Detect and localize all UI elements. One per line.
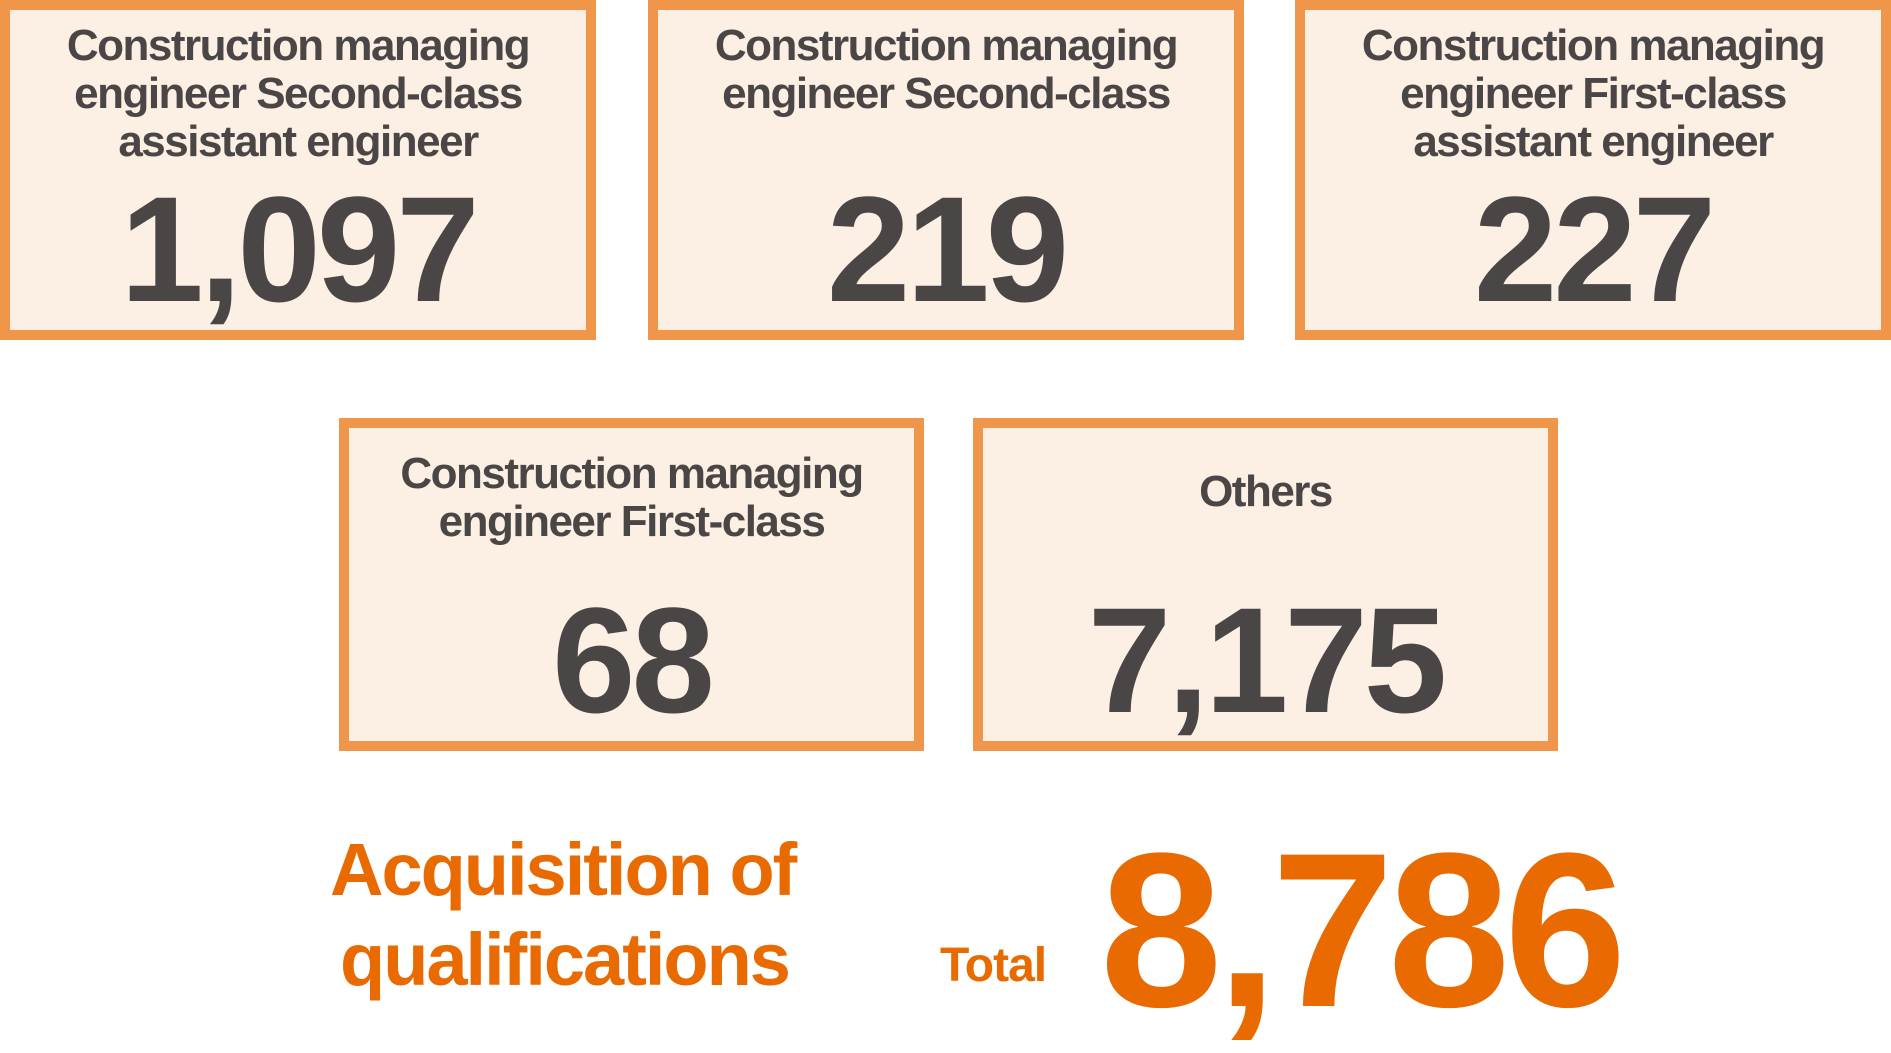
summary-heading-line1: Acquisition of [330, 828, 797, 911]
total-label: Total [940, 939, 1047, 992]
card-first-class: Construction managing engineer First-cla… [339, 418, 924, 751]
total-value: 8,786 [1100, 807, 1627, 1053]
card-label: Construction managing engineer First-cla… [1361, 21, 1826, 166]
card-others: Others 7,175 [973, 418, 1558, 751]
card-label: Construction managing engineer Second-cl… [714, 21, 1179, 118]
card-value: 227 [1473, 165, 1716, 333]
card-label: Others [1199, 467, 1333, 516]
card-value: 68 [552, 576, 715, 744]
card-value: 1,097 [120, 165, 479, 333]
card-value: 219 [826, 165, 1069, 333]
card-label: Construction managing engineer Second-cl… [66, 21, 531, 166]
card-first-class-assistant: Construction managing engineer First-cla… [1295, 0, 1891, 340]
card-second-class: Construction managing engineer Second-cl… [648, 0, 1244, 340]
card-label: Construction managing engineer First-cla… [400, 449, 864, 546]
summary-heading-line2: qualifications [340, 918, 791, 1001]
card-second-class-assistant: Construction managing engineer Second-cl… [0, 0, 596, 340]
card-value: 7,175 [1087, 576, 1447, 744]
